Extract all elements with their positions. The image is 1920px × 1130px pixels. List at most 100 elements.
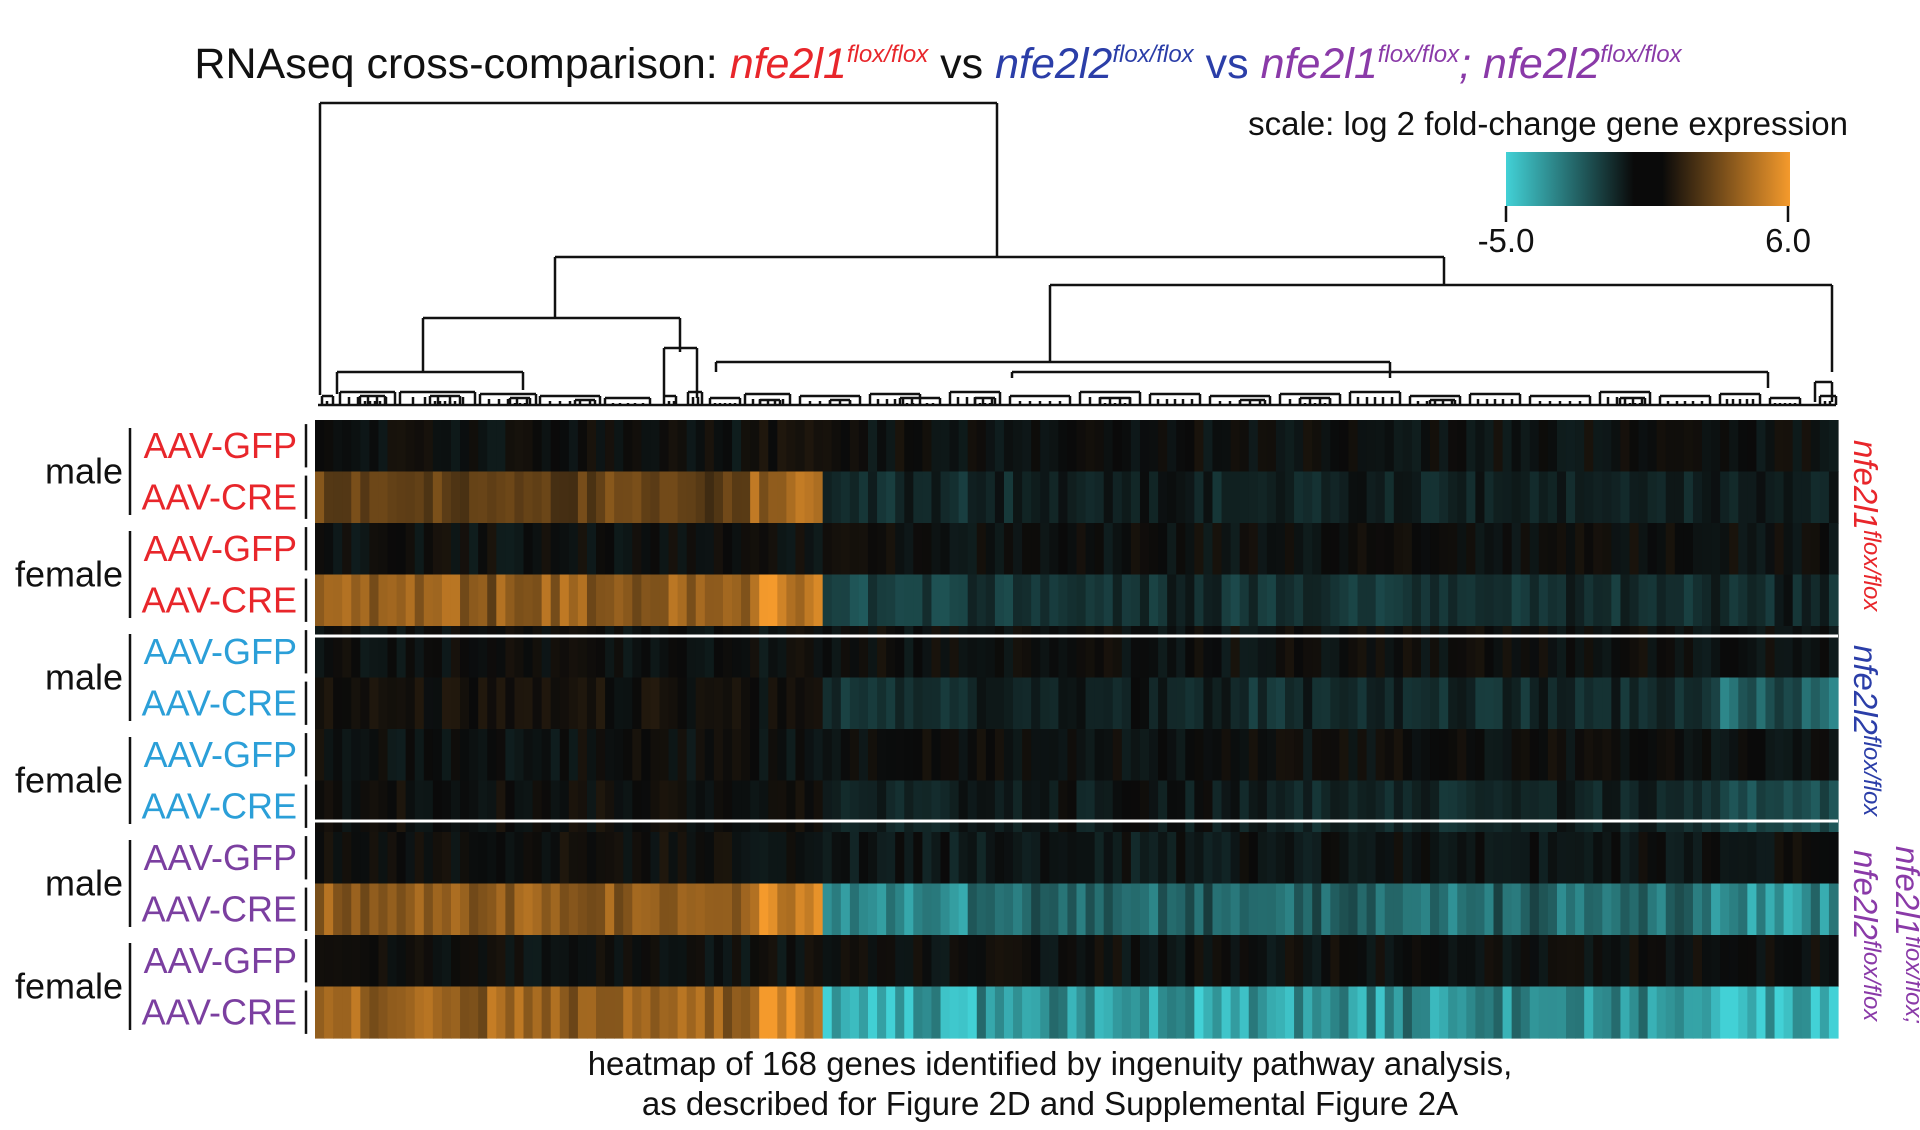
heatmap-cell [686,832,697,885]
heatmap-cell [1212,677,1223,730]
heatmap-cell [732,626,742,679]
heatmap-cell [1702,471,1712,524]
heatmap-cell [840,626,851,679]
heatmap-cell [1402,832,1413,885]
heatmap-cell [1629,523,1640,576]
heatmap-cell [478,729,488,782]
heatmap-cell [822,677,833,730]
heatmap-cell [478,574,488,627]
heatmap-cell [586,832,597,885]
heatmap-cell [1738,677,1748,730]
heatmap-cell [414,471,425,524]
heatmap-cell [677,780,688,833]
heatmap-cell [614,471,624,524]
heatmap-cell [1266,523,1277,576]
heatmap-cell [1022,626,1032,679]
heatmap-cell [360,420,370,473]
heatmap-cell [1375,420,1386,473]
heatmap-cell [1094,626,1105,679]
heatmap-cell [414,420,425,473]
heatmap-cell [396,626,407,679]
heatmap-cell [650,883,661,936]
heatmap-cell [813,523,824,576]
heatmap-cell [1031,780,1041,833]
heatmap-cell [722,574,733,627]
heatmap-cell [1502,626,1513,679]
heatmap-cell [704,574,715,627]
heatmap-cell [396,832,407,885]
heatmap-cell [849,832,860,885]
heatmap-cell [1031,523,1041,576]
heatmap-cell [1702,729,1712,782]
heatmap-cell [342,729,352,782]
heatmap-cell [1611,523,1622,576]
heatmap-cell [659,626,670,679]
heatmap-cell [496,523,506,576]
heatmap-cell [1493,677,1504,730]
heatmap-cell [976,935,987,988]
heatmap-cell [1058,883,1069,936]
heatmap-cell [360,574,370,627]
heatmap-cell [623,420,633,473]
heatmap-cell [1348,677,1359,730]
heatmap-cell [1176,420,1186,473]
heatmap-cell [1801,574,1812,627]
heatmap-cell [514,626,525,679]
heatmap-cell [450,729,461,782]
heatmap-cell [378,986,389,1039]
heatmap-cell [568,574,579,627]
heatmap-cell [659,471,670,524]
heatmap-cell [1375,523,1386,576]
heatmap-cell [414,626,425,679]
heatmap-cell [1575,471,1585,524]
heatmap-cell [1203,935,1214,988]
heatmap-cell [976,574,987,627]
title-prefix: RNAseq cross-comparison: [194,40,729,88]
heatmap-cell [1765,523,1776,576]
heatmap-cell [324,523,334,576]
heatmap-cell [1602,523,1612,576]
heatmap-cell [1538,832,1549,885]
heatmap-cell [1203,574,1214,627]
heatmap-cell [768,935,778,988]
heatmap-cell [686,729,697,782]
heatmap-cell [523,832,534,885]
heatmap-cell [1294,883,1304,936]
heatmap-cell [1620,780,1631,833]
heatmap-cell [849,935,860,988]
heatmap-cell [1085,729,1096,782]
heatmap-cell [586,677,597,730]
heatmap-cell [1339,729,1350,782]
heatmap-cell [1647,729,1658,782]
heatmap-cell [1629,626,1640,679]
heatmap-cell [931,780,942,833]
heatmap-cell [704,780,715,833]
heatmap-cell [1248,420,1259,473]
heatmap-cell [1239,677,1250,730]
heatmap-cell [1556,935,1567,988]
heatmap-cell [940,986,951,1039]
heatmap-cell [1103,574,1114,627]
heatmap-cell [315,677,325,730]
heatmap-cell [369,883,380,936]
heatmap-cell [1330,471,1340,524]
heatmap-cell [1430,986,1440,1039]
heatmap-cell [1674,780,1685,833]
heatmap-cell [1348,986,1359,1039]
heatmap-cell [1783,832,1794,885]
heatmap-cell [441,729,452,782]
heatmap-cell [1221,729,1232,782]
heatmap-cell [895,523,905,576]
heatmap-cell [641,523,652,576]
title-vs2: vs [1194,40,1261,88]
heatmap-cell [1130,574,1141,627]
heatmap-cell [831,729,842,782]
heatmap-cell [659,986,670,1039]
heatmap-cell [1819,677,1830,730]
heatmap-cell [1593,471,1603,524]
heatmap-cell [324,626,334,679]
heatmap-cell [1457,780,1467,833]
heatmap-cell [369,986,380,1039]
heatmap-cell [1402,883,1413,936]
heatmap-cell [1466,780,1476,833]
